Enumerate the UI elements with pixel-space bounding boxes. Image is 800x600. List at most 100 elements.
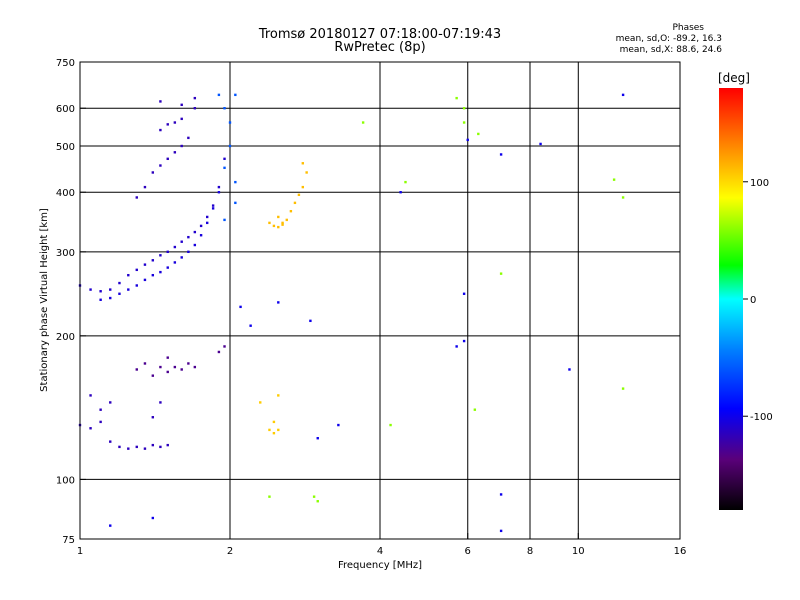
data-point <box>539 142 542 146</box>
data-point <box>173 121 177 124</box>
data-point <box>205 215 209 219</box>
data-point <box>118 445 121 449</box>
data-point <box>159 164 162 167</box>
data-point <box>187 250 190 254</box>
x-tick-label: 10 <box>572 546 585 557</box>
data-point <box>621 196 625 199</box>
data-point <box>151 516 155 520</box>
data-point <box>166 157 169 161</box>
colorbar-label: [deg] <box>718 71 750 85</box>
stats-o-mode: mean, sd,O: -89.2, 16.3 <box>615 34 722 44</box>
data-point <box>621 387 625 390</box>
colorbar-tick-label: 100 <box>750 178 769 189</box>
data-point <box>89 394 92 397</box>
data-points <box>78 93 625 533</box>
colorbar-tick-label: 0 <box>750 295 756 306</box>
data-point <box>199 224 203 228</box>
x-tick-label: 16 <box>674 546 687 557</box>
x-tick-label: 1 <box>77 546 83 557</box>
data-point <box>118 281 121 285</box>
data-point <box>159 445 162 449</box>
data-point <box>180 256 183 259</box>
colorbar-tick-label: -100 <box>750 412 773 423</box>
data-point <box>277 394 280 397</box>
data-point <box>166 443 169 447</box>
y-tick-label: 200 <box>56 332 75 343</box>
data-point <box>166 123 169 126</box>
data-point <box>143 278 147 282</box>
data-point <box>159 128 162 132</box>
data-point <box>399 191 402 194</box>
data-point <box>99 290 102 293</box>
data-point <box>151 273 155 277</box>
data-point <box>159 270 162 274</box>
data-point <box>309 319 312 323</box>
y-tick-label: 750 <box>56 58 75 69</box>
data-point <box>205 221 209 225</box>
data-point <box>217 185 221 189</box>
data-point <box>404 180 407 184</box>
stats-title: Phases <box>672 23 704 33</box>
data-point <box>499 529 503 533</box>
data-point <box>135 284 138 287</box>
y-tick-label: 75 <box>62 535 75 546</box>
data-point <box>217 93 221 97</box>
data-point <box>211 207 215 210</box>
data-point <box>223 157 226 161</box>
data-point <box>234 180 237 184</box>
data-point <box>127 273 130 277</box>
data-point <box>466 138 469 142</box>
data-point <box>166 370 169 374</box>
data-point <box>135 268 138 272</box>
data-point <box>234 201 237 205</box>
data-point <box>316 437 319 440</box>
data-point <box>289 209 293 213</box>
y-tick-label: 500 <box>56 142 75 153</box>
data-point <box>180 240 183 243</box>
data-point <box>166 356 169 359</box>
data-point <box>389 423 392 427</box>
data-point <box>159 401 162 404</box>
data-point <box>180 117 183 121</box>
data-point <box>316 500 319 503</box>
data-point <box>301 162 305 165</box>
data-point <box>462 292 466 295</box>
data-point <box>159 254 162 257</box>
data-point <box>477 132 480 136</box>
data-point <box>223 166 226 170</box>
data-point <box>277 301 280 304</box>
data-point <box>173 151 177 154</box>
data-point <box>135 368 138 371</box>
data-point <box>277 215 280 219</box>
data-point <box>187 362 190 365</box>
data-point <box>159 365 162 369</box>
data-point <box>109 524 112 527</box>
data-point <box>301 185 305 189</box>
data-point <box>109 296 112 300</box>
data-point <box>143 362 147 365</box>
x-tick-label: 2 <box>227 546 233 557</box>
y-tick-label: 600 <box>56 104 75 115</box>
data-point <box>455 345 458 348</box>
data-point <box>223 345 226 348</box>
data-point <box>199 234 203 237</box>
data-point <box>268 495 271 498</box>
data-point <box>151 171 155 174</box>
axis-ticks: 1 2 4 6 8 10 16 75 100 200 300 400 500 600 750 <box>56 58 686 557</box>
data-point <box>151 259 155 262</box>
data-point <box>193 365 197 369</box>
data-point <box>305 171 308 174</box>
data-point <box>151 443 155 447</box>
data-point <box>312 495 316 498</box>
data-point <box>277 225 280 229</box>
data-point <box>228 121 232 124</box>
data-point <box>455 96 458 100</box>
chart-subtitle: RwPretec (8p) <box>334 40 426 55</box>
data-point <box>223 107 226 110</box>
data-point <box>473 408 477 411</box>
y-tick-label: 100 <box>56 475 75 486</box>
data-point <box>217 191 221 194</box>
data-point <box>462 107 466 110</box>
data-point <box>285 218 288 222</box>
data-point <box>99 298 102 301</box>
